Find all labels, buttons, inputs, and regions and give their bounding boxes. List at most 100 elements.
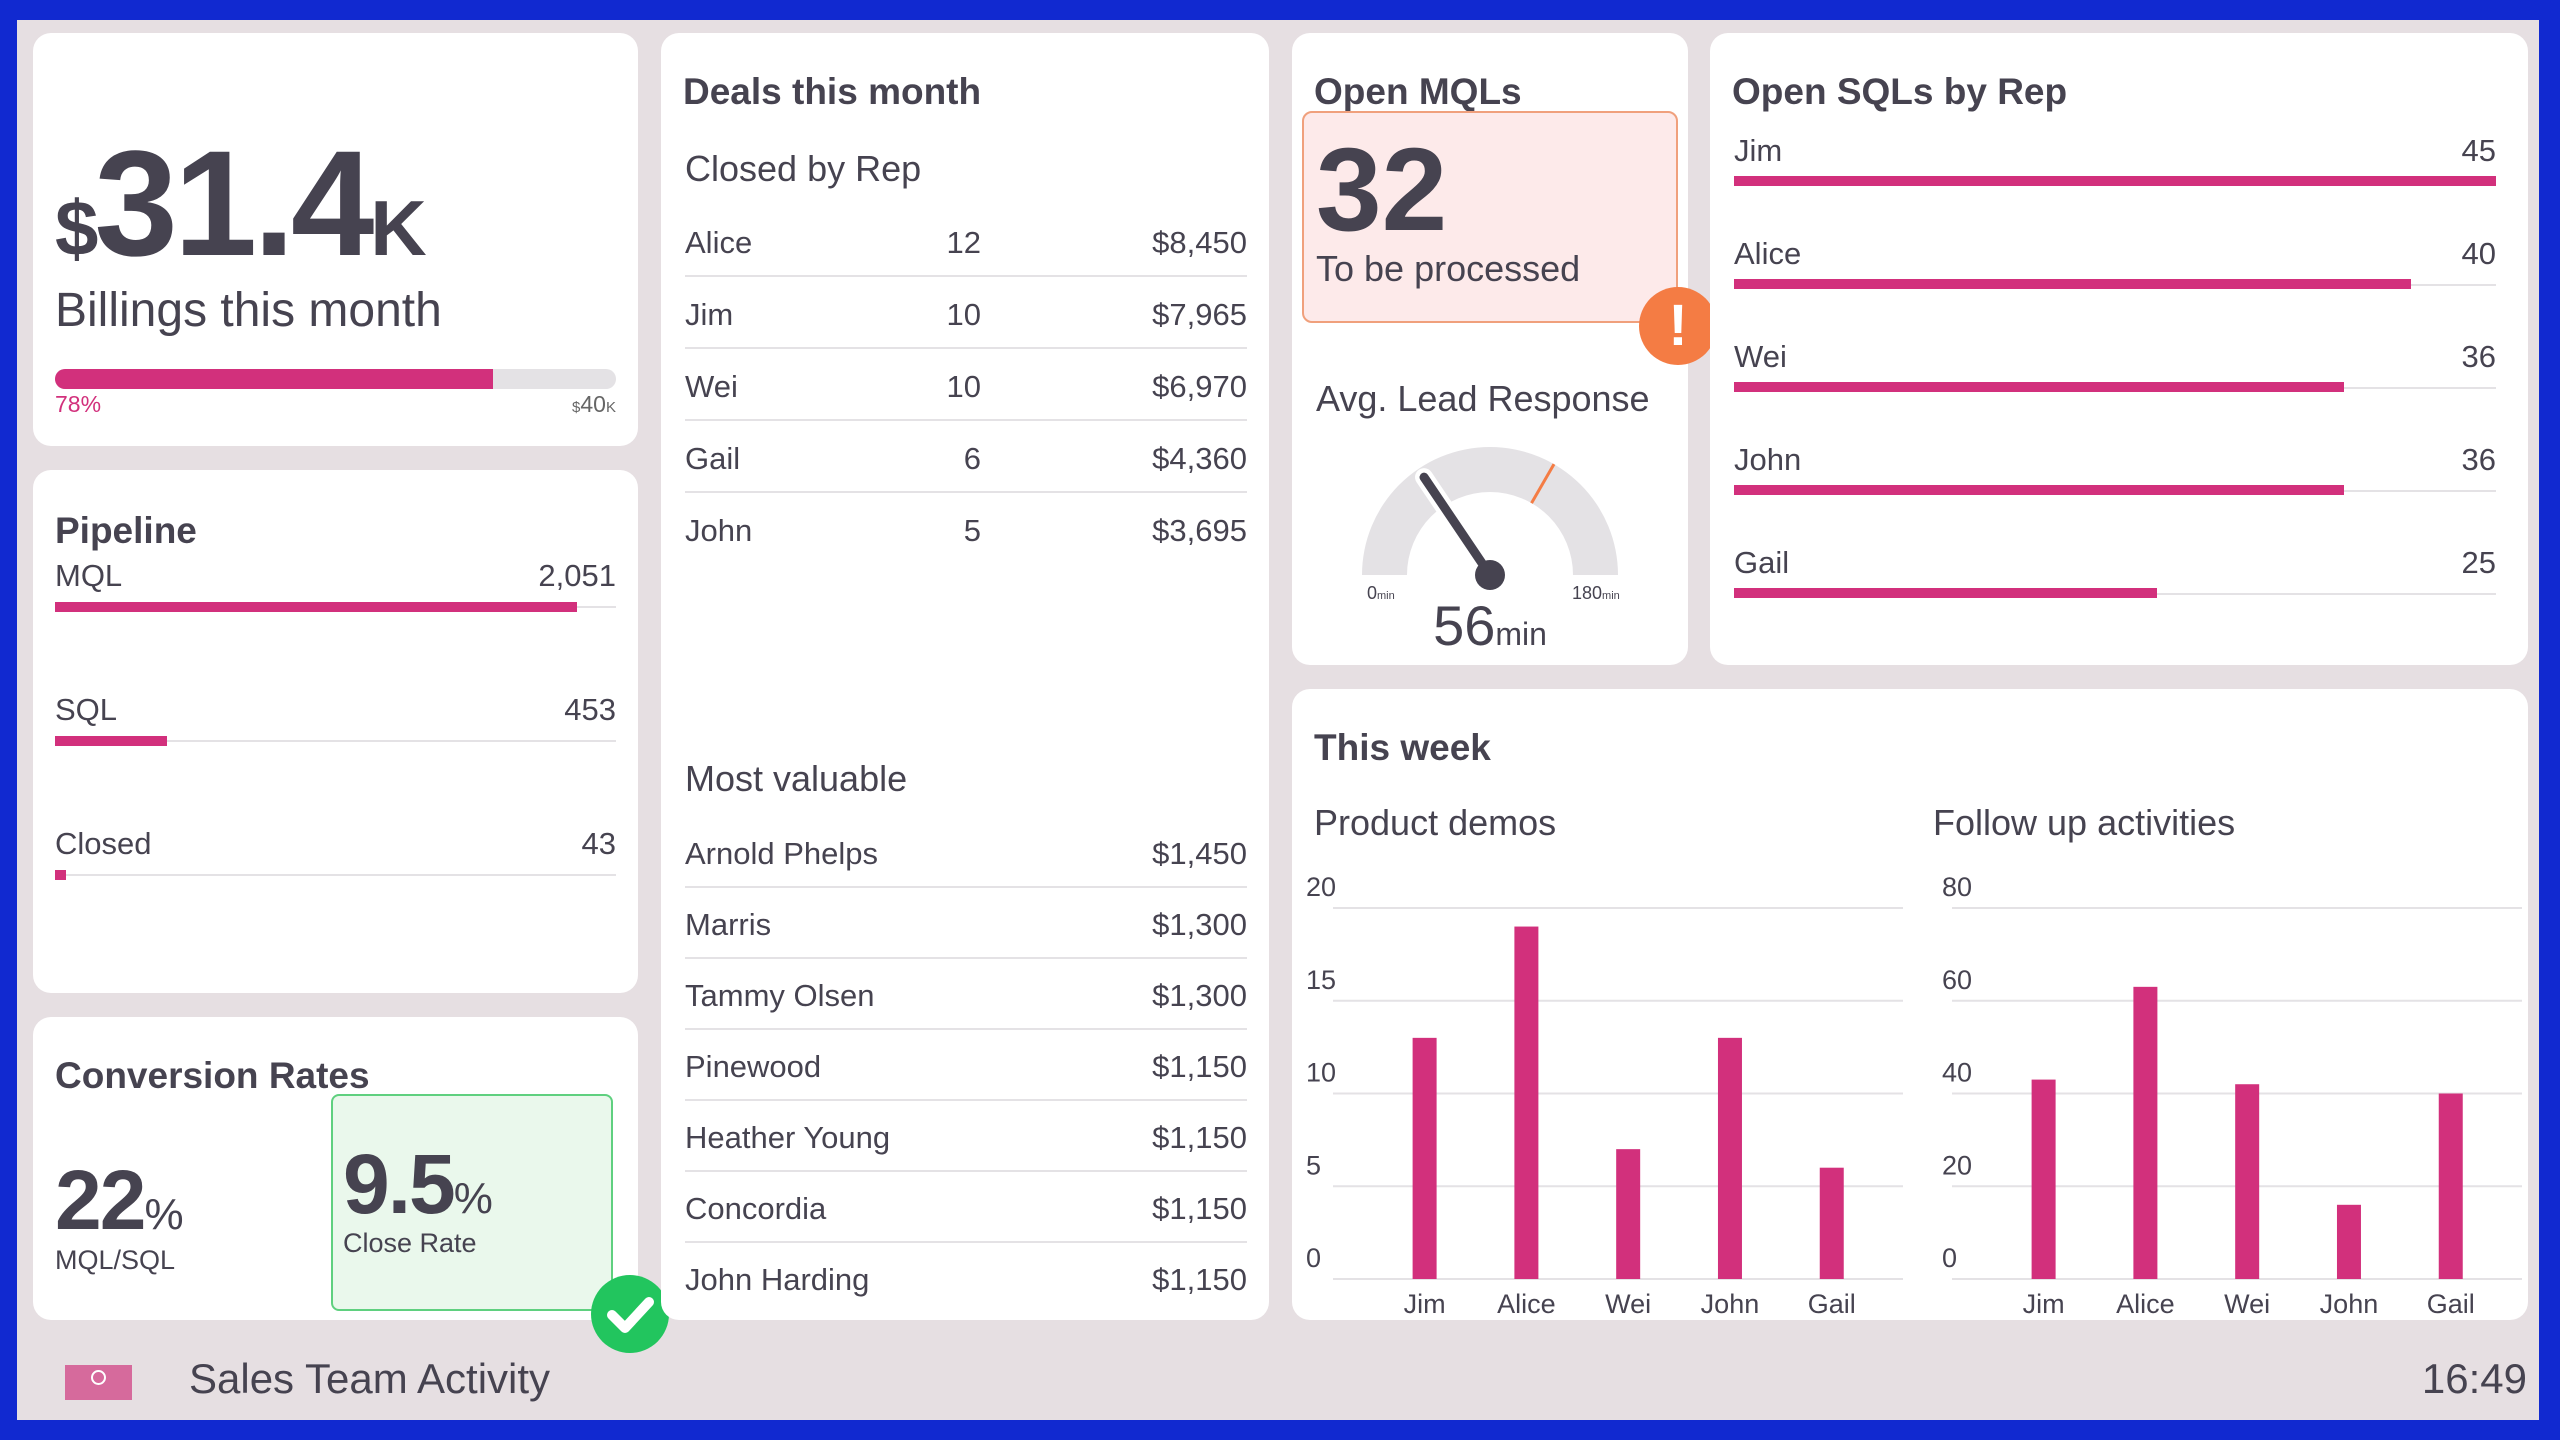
sql-rep-value: 40	[2461, 236, 2496, 271]
billings-unit: K	[370, 184, 427, 272]
billings-label: Billings this month	[55, 284, 442, 337]
dashboard: $31.4K Billings this month 78% $40K Pipe…	[17, 20, 2539, 1420]
mqls-label: To be processed	[1316, 248, 1581, 289]
x-tick-label: Jim	[2023, 1289, 2065, 1319]
x-tick-label: Jim	[1404, 1289, 1446, 1319]
closed-deal-row: Wei 10 $6,970	[685, 369, 1247, 441]
pipeline-label: MQL	[55, 558, 123, 593]
deal-amount: $1,300	[1152, 978, 1247, 1013]
gauge-pivot	[1475, 560, 1505, 590]
max-unit: min	[1602, 590, 1620, 602]
most-valuable-title: Most valuable	[685, 758, 908, 799]
billings-target: $40K	[572, 391, 616, 418]
chart-bar	[2031, 1079, 2056, 1279]
currency-symbol: $	[55, 184, 98, 272]
deal-name: Heather Young	[685, 1120, 891, 1155]
this-week-card: This week Product demos Follow up activi…	[1292, 689, 2528, 1320]
dashboard-title: Sales Team Activity	[189, 1355, 551, 1402]
sql-rep-name: Wei	[1734, 339, 1787, 374]
open-sqls-title: Open SQLs by Rep	[1732, 71, 2068, 112]
deals-card: Deals this month Closed by Rep Alice 12 $8…	[661, 33, 1269, 1320]
row-divider	[685, 1241, 1247, 1243]
x-tick-label: Wei	[1605, 1289, 1651, 1319]
row-divider	[685, 1099, 1247, 1101]
deal-count: 10	[946, 369, 981, 404]
closed-deal-row: Gail 6 $4,360	[685, 441, 1247, 513]
row-divider	[685, 886, 1247, 888]
billings-percent: 78%	[55, 391, 102, 417]
gauge-max-label: 180min	[1572, 583, 1620, 604]
percent-unit: %	[144, 1190, 183, 1239]
pipeline-card: Pipeline MQL 2,051 SQL 453 Closed 43	[33, 470, 638, 993]
sql-rep-name: John	[1734, 442, 1802, 477]
row-divider	[685, 1170, 1247, 1172]
mqls-alert-box: 32 To be processed	[1302, 111, 1678, 323]
y-tick-label: 20	[1942, 1150, 1972, 1180]
sql-bar	[1734, 382, 2344, 392]
row-divider	[685, 1028, 1247, 1030]
clock-time: 16:49	[2421, 1355, 2527, 1402]
closed-deal-row: Jim 10 $7,965	[685, 297, 1247, 369]
rep-name: John	[685, 513, 753, 548]
rep-name: Jim	[685, 297, 734, 332]
chart-bar	[1412, 1037, 1437, 1279]
target-currency: $	[572, 399, 581, 416]
min-value: 0	[1367, 583, 1378, 603]
deal-amount: $1,150	[1152, 1049, 1247, 1084]
deal-amount: $7,965	[1152, 297, 1247, 332]
this-week-charts: 0 5 10 15 20 Jim Alice Wei John Gail 0 20 40 60 80 Jim A…	[1306, 872, 2522, 1319]
x-tick-label: John	[1701, 1289, 1760, 1319]
chart-bar	[2336, 1204, 2361, 1279]
closed-deal-row: Alice 12 $8,450	[685, 225, 1247, 297]
open-sqls-card: Open SQLs by Rep Jim 45 Alice 40 Wei 36 John 36…	[1710, 33, 2528, 665]
x-tick-label: Alice	[2116, 1289, 2175, 1319]
lead-response-gauge	[1362, 447, 1618, 590]
sql-rep-value: 45	[2461, 133, 2496, 168]
valuable-deal-row: Pinewood $1,150	[685, 1049, 1247, 1120]
x-tick-label: Wei	[2224, 1289, 2270, 1319]
deal-count: 12	[946, 225, 981, 260]
gauge-threshold-mark	[1530, 463, 1556, 504]
row-divider	[685, 491, 1247, 493]
logo-mark-icon	[91, 1370, 106, 1385]
target-value: 40	[580, 391, 606, 417]
response-number: 56	[1433, 594, 1496, 657]
close-rate-box: 9.5% Close Rate	[331, 1094, 613, 1311]
chart-bar	[1514, 926, 1539, 1279]
y-tick-label: 80	[1942, 872, 1972, 902]
close-rate-label: Close Rate	[343, 1228, 477, 1258]
percent-unit: %	[453, 1174, 493, 1223]
lead-response-title: Avg. Lead Response	[1316, 378, 1650, 419]
min-unit: min	[1377, 590, 1395, 602]
company-logo	[65, 1365, 132, 1400]
pipeline-value: 2,051	[538, 558, 616, 593]
sql-rep-name: Gail	[1734, 545, 1790, 580]
valuable-deal-row: John Harding $1,150	[685, 1262, 1247, 1333]
deal-name: Marris	[685, 907, 772, 942]
closed-by-rep-title: Closed by Rep	[685, 148, 922, 189]
lead-response-value: 56 min	[1292, 593, 1688, 658]
pipeline-value: 43	[581, 826, 616, 861]
chart-bar	[1717, 1037, 1742, 1279]
pipeline-bar	[55, 870, 67, 880]
close-rate-number: 9.5	[343, 1137, 456, 1231]
deal-amount: $4,360	[1152, 441, 1247, 476]
pipeline-track	[55, 740, 616, 742]
rep-name: Wei	[685, 369, 738, 404]
pipeline-bar	[55, 602, 577, 612]
billings-progress-track	[55, 369, 616, 389]
pipeline-label: Closed	[55, 826, 152, 861]
deal-amount: $8,450	[1152, 225, 1247, 260]
row-divider	[685, 957, 1247, 959]
row-divider	[685, 419, 1247, 421]
deal-count: 10	[946, 297, 981, 332]
deal-name: Concordia	[685, 1191, 827, 1226]
open-mqls-card: Open MQLs 32 To be processed ! Avg. Lead…	[1292, 33, 1717, 665]
row-divider	[685, 347, 1247, 349]
deal-name: Pinewood	[685, 1049, 822, 1084]
y-tick-label: 15	[1306, 965, 1336, 995]
valuable-deal-row: Heather Young $1,150	[685, 1120, 1247, 1191]
valuable-deal-row: Concordia $1,150	[685, 1191, 1247, 1262]
open-mqls-title: Open MQLs	[1314, 71, 1522, 112]
deal-name: Tammy Olsen	[685, 978, 875, 1013]
